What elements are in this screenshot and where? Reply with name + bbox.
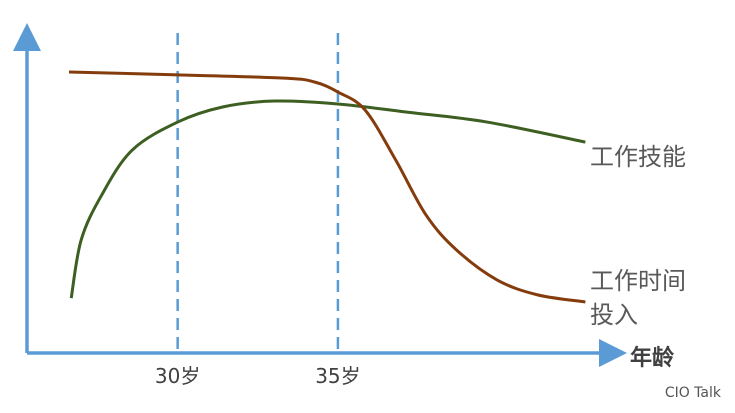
watermark: CIO Talk — [664, 385, 721, 401]
x-tick-label: 30岁 — [155, 364, 200, 388]
series-line — [68, 70, 586, 304]
series-label: 工作时间投入 — [590, 266, 686, 329]
series-line — [69, 99, 586, 299]
x-axis-label: 年龄 — [630, 345, 675, 371]
series-label: 工作技能 — [590, 143, 686, 172]
x-tick-label: 35岁 — [315, 364, 360, 388]
